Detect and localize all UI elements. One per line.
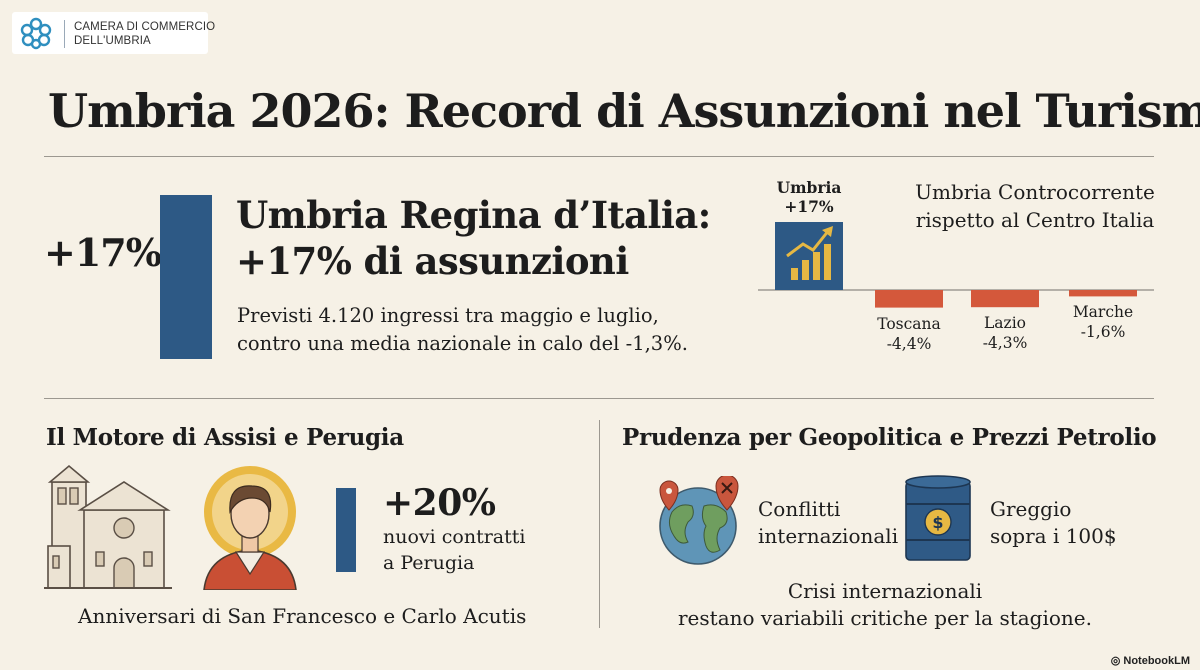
map-pin-icon (659, 480, 679, 511)
chamber-logo-icon (20, 17, 52, 50)
chart-bar-lazio (971, 290, 1039, 308)
crisi-line1: Crisi internazionali (787, 579, 983, 603)
hero-big-percent: +17% (44, 230, 162, 275)
crude-line2: sopra i 100$ (990, 524, 1117, 548)
stat-accent-bar (336, 488, 356, 572)
notebooklm-icon: ◎ (1110, 655, 1121, 667)
globe-icon (659, 476, 739, 565)
hero-headline-line2: +17% di assunzioni (236, 239, 629, 283)
basilica-icon (44, 464, 172, 589)
chart-label-toscana: Toscana -4,4% (854, 314, 964, 354)
assisi-heading: Il Motore di Assisi e Perugia (46, 424, 404, 451)
vertical-divider (599, 420, 600, 628)
title-divider (44, 156, 1154, 157)
section-divider (44, 398, 1154, 399)
conflicts-label: Conflitti internazionali (758, 496, 898, 550)
logo-divider (64, 20, 65, 48)
crude-line1: Greggio (990, 497, 1072, 521)
perugia-stat-line1: nuovi contratti (383, 526, 526, 548)
perugia-stat-text: nuovi contratti a Perugia (383, 524, 525, 576)
chart-label-lazio: Lazio -4,3% (950, 313, 1060, 353)
conflicts-line1: Conflitti (758, 497, 841, 521)
notebooklm-label: NotebookLM (1123, 655, 1190, 667)
chart-title-line2: rispetto al Centro Italia (915, 208, 1155, 232)
growth-chart-icon (786, 226, 833, 280)
dollar-icon: $ (932, 513, 943, 532)
logo-box (12, 12, 208, 54)
crisi-line2: restano variabili critiche per la stagio… (678, 606, 1092, 630)
perugia-stat: +20% (383, 482, 496, 524)
oil-barrel-icon: $ (905, 475, 971, 561)
chart-value-label: -4,3% (982, 334, 1028, 353)
chart-label-marche: Marche -1,6% (1048, 302, 1158, 342)
hero-subline-line2: contro una media nazionale in calo del -… (237, 332, 688, 355)
crisi-text: Crisi internazionali restano variabili c… (640, 578, 1130, 632)
chart-title-line1: Umbria Controcorrente (915, 180, 1155, 204)
chart-category-label: Lazio (984, 314, 1026, 333)
hero-subline-line1: Previsti 4.120 ingressi tra maggio e lug… (237, 304, 659, 327)
page-title: Umbria 2026: Record di Assunzioni nel Tu… (48, 84, 1200, 138)
conflicts-line2: internazionali (758, 524, 899, 548)
geo-heading: Prudenza per Geopolitica e Prezzi Petrol… (622, 424, 1157, 451)
chart-value-label: -4,4% (886, 334, 932, 353)
chart-value-label: -1,6% (1080, 323, 1126, 342)
chart-title: Umbria Controcorrente rispetto al Centro… (900, 178, 1170, 234)
chart-category-label: Marche (1072, 303, 1134, 322)
hero-headline-line1: Umbria Regina d’Italia: (236, 193, 711, 237)
regional-bar-chart (758, 222, 1154, 308)
chart-bar-marche (1069, 290, 1137, 297)
chart-category-label: Toscana (877, 314, 941, 333)
chart-label-umbria: Umbria +17% (754, 178, 864, 216)
hero-accent-bar (160, 195, 212, 359)
chart-bar-toscana (875, 290, 943, 308)
chart-value-label: +17% (784, 197, 834, 216)
logo-text: CAMERA DI COMMERCIO DELL'UMBRIA (74, 20, 215, 48)
crude-label: Greggio sopra i 100$ (990, 496, 1117, 550)
chart-category-label: Umbria (776, 178, 842, 197)
logo-line1: CAMERA DI COMMERCIO (74, 21, 216, 33)
hero-headline: Umbria Regina d’Italia: +17% di assunzio… (236, 192, 711, 284)
saint-portrait-icon (203, 466, 297, 590)
logo-line2: DELL'UMBRIA (74, 35, 151, 47)
perugia-stat-line2: a Perugia (383, 552, 475, 574)
notebooklm-brand: ◎ NotebookLM (1111, 654, 1190, 667)
assisi-caption: Anniversari di San Francesco e Carlo Acu… (78, 604, 527, 628)
hero-subline: Previsti 4.120 ingressi tra maggio e lug… (237, 302, 688, 358)
